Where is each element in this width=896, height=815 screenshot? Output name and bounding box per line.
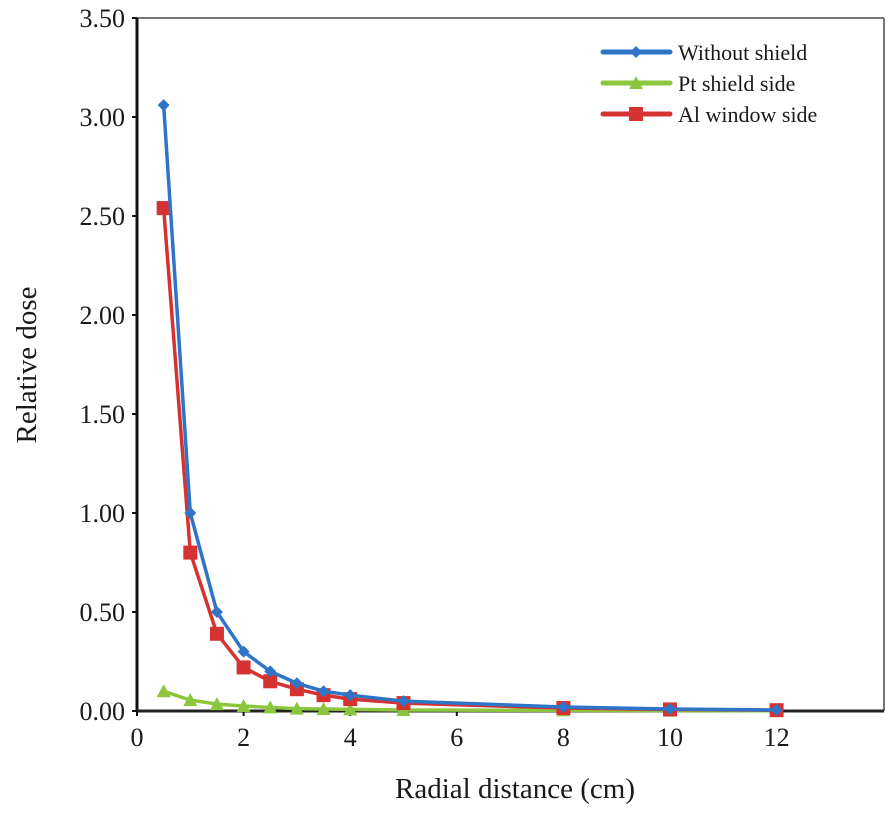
data-point [156,201,171,216]
y-tick-label: 0.00 [80,697,126,726]
legend-label: Without shield [678,40,807,65]
x-axis: 0 2 4 6 8 10 12 [131,711,790,752]
x-tick-label: 10 [657,723,683,752]
y-tick-label: 3.00 [80,103,126,132]
y-axis: 0.00 0.50 1.00 1.50 2.00 2.50 3.00 3.50 [80,4,137,726]
data-point [263,674,278,689]
x-axis-title: Radial distance (cm) [395,773,635,805]
data-point [157,99,170,112]
legend-marker-icon [629,107,643,121]
series-al-window-side [156,201,784,718]
data-point [184,507,197,519]
legend-item: Without shield [600,40,807,65]
legend-label: Pt shield side [678,71,795,96]
x-tick-label: 0 [131,723,144,752]
legend-marker-icon [630,46,642,58]
data-point [183,693,198,707]
legend-item: Pt shield side [600,71,795,96]
data-point [317,685,330,698]
legend: Without shield Pt shield side Al window si… [600,40,817,127]
data-point [664,703,676,716]
y-axis-title: Relative dose [11,286,43,443]
data-point [263,700,278,714]
data-point [183,545,198,560]
data-point [343,702,358,716]
series-without-shield [157,99,783,717]
data-point [236,699,251,713]
legend-item: Al window side [600,102,817,127]
y-tick-label: 2.50 [80,202,126,231]
x-tick-label: 8 [557,723,570,752]
y-tick-label: 2.00 [80,301,126,330]
y-tick-label: 1.50 [80,400,126,429]
data-point [316,702,331,716]
data-point [209,697,224,711]
data-point [237,645,250,658]
series-line [161,207,777,712]
series-line [161,105,777,712]
data-point [289,701,304,715]
data-point [210,606,223,618]
legend-label: Al window side [678,102,817,127]
data-point [264,665,277,678]
data-point [557,701,570,714]
data-series [156,99,784,718]
data-point [209,626,224,641]
data-point [236,660,251,675]
x-tick-label: 12 [764,723,790,752]
y-tick-label: 1.00 [80,499,126,528]
data-point [156,684,171,698]
y-tick-label: 0.50 [80,598,126,627]
x-tick-label: 2 [237,723,250,752]
data-point [770,704,783,717]
data-point [290,677,303,690]
y-tick-label: 3.50 [80,4,126,33]
x-tick-label: 4 [344,723,357,752]
data-point [344,689,357,702]
legend-marker-icon [629,76,643,89]
data-point [397,695,410,708]
series-line [163,689,777,713]
x-tick-label: 6 [450,723,463,752]
